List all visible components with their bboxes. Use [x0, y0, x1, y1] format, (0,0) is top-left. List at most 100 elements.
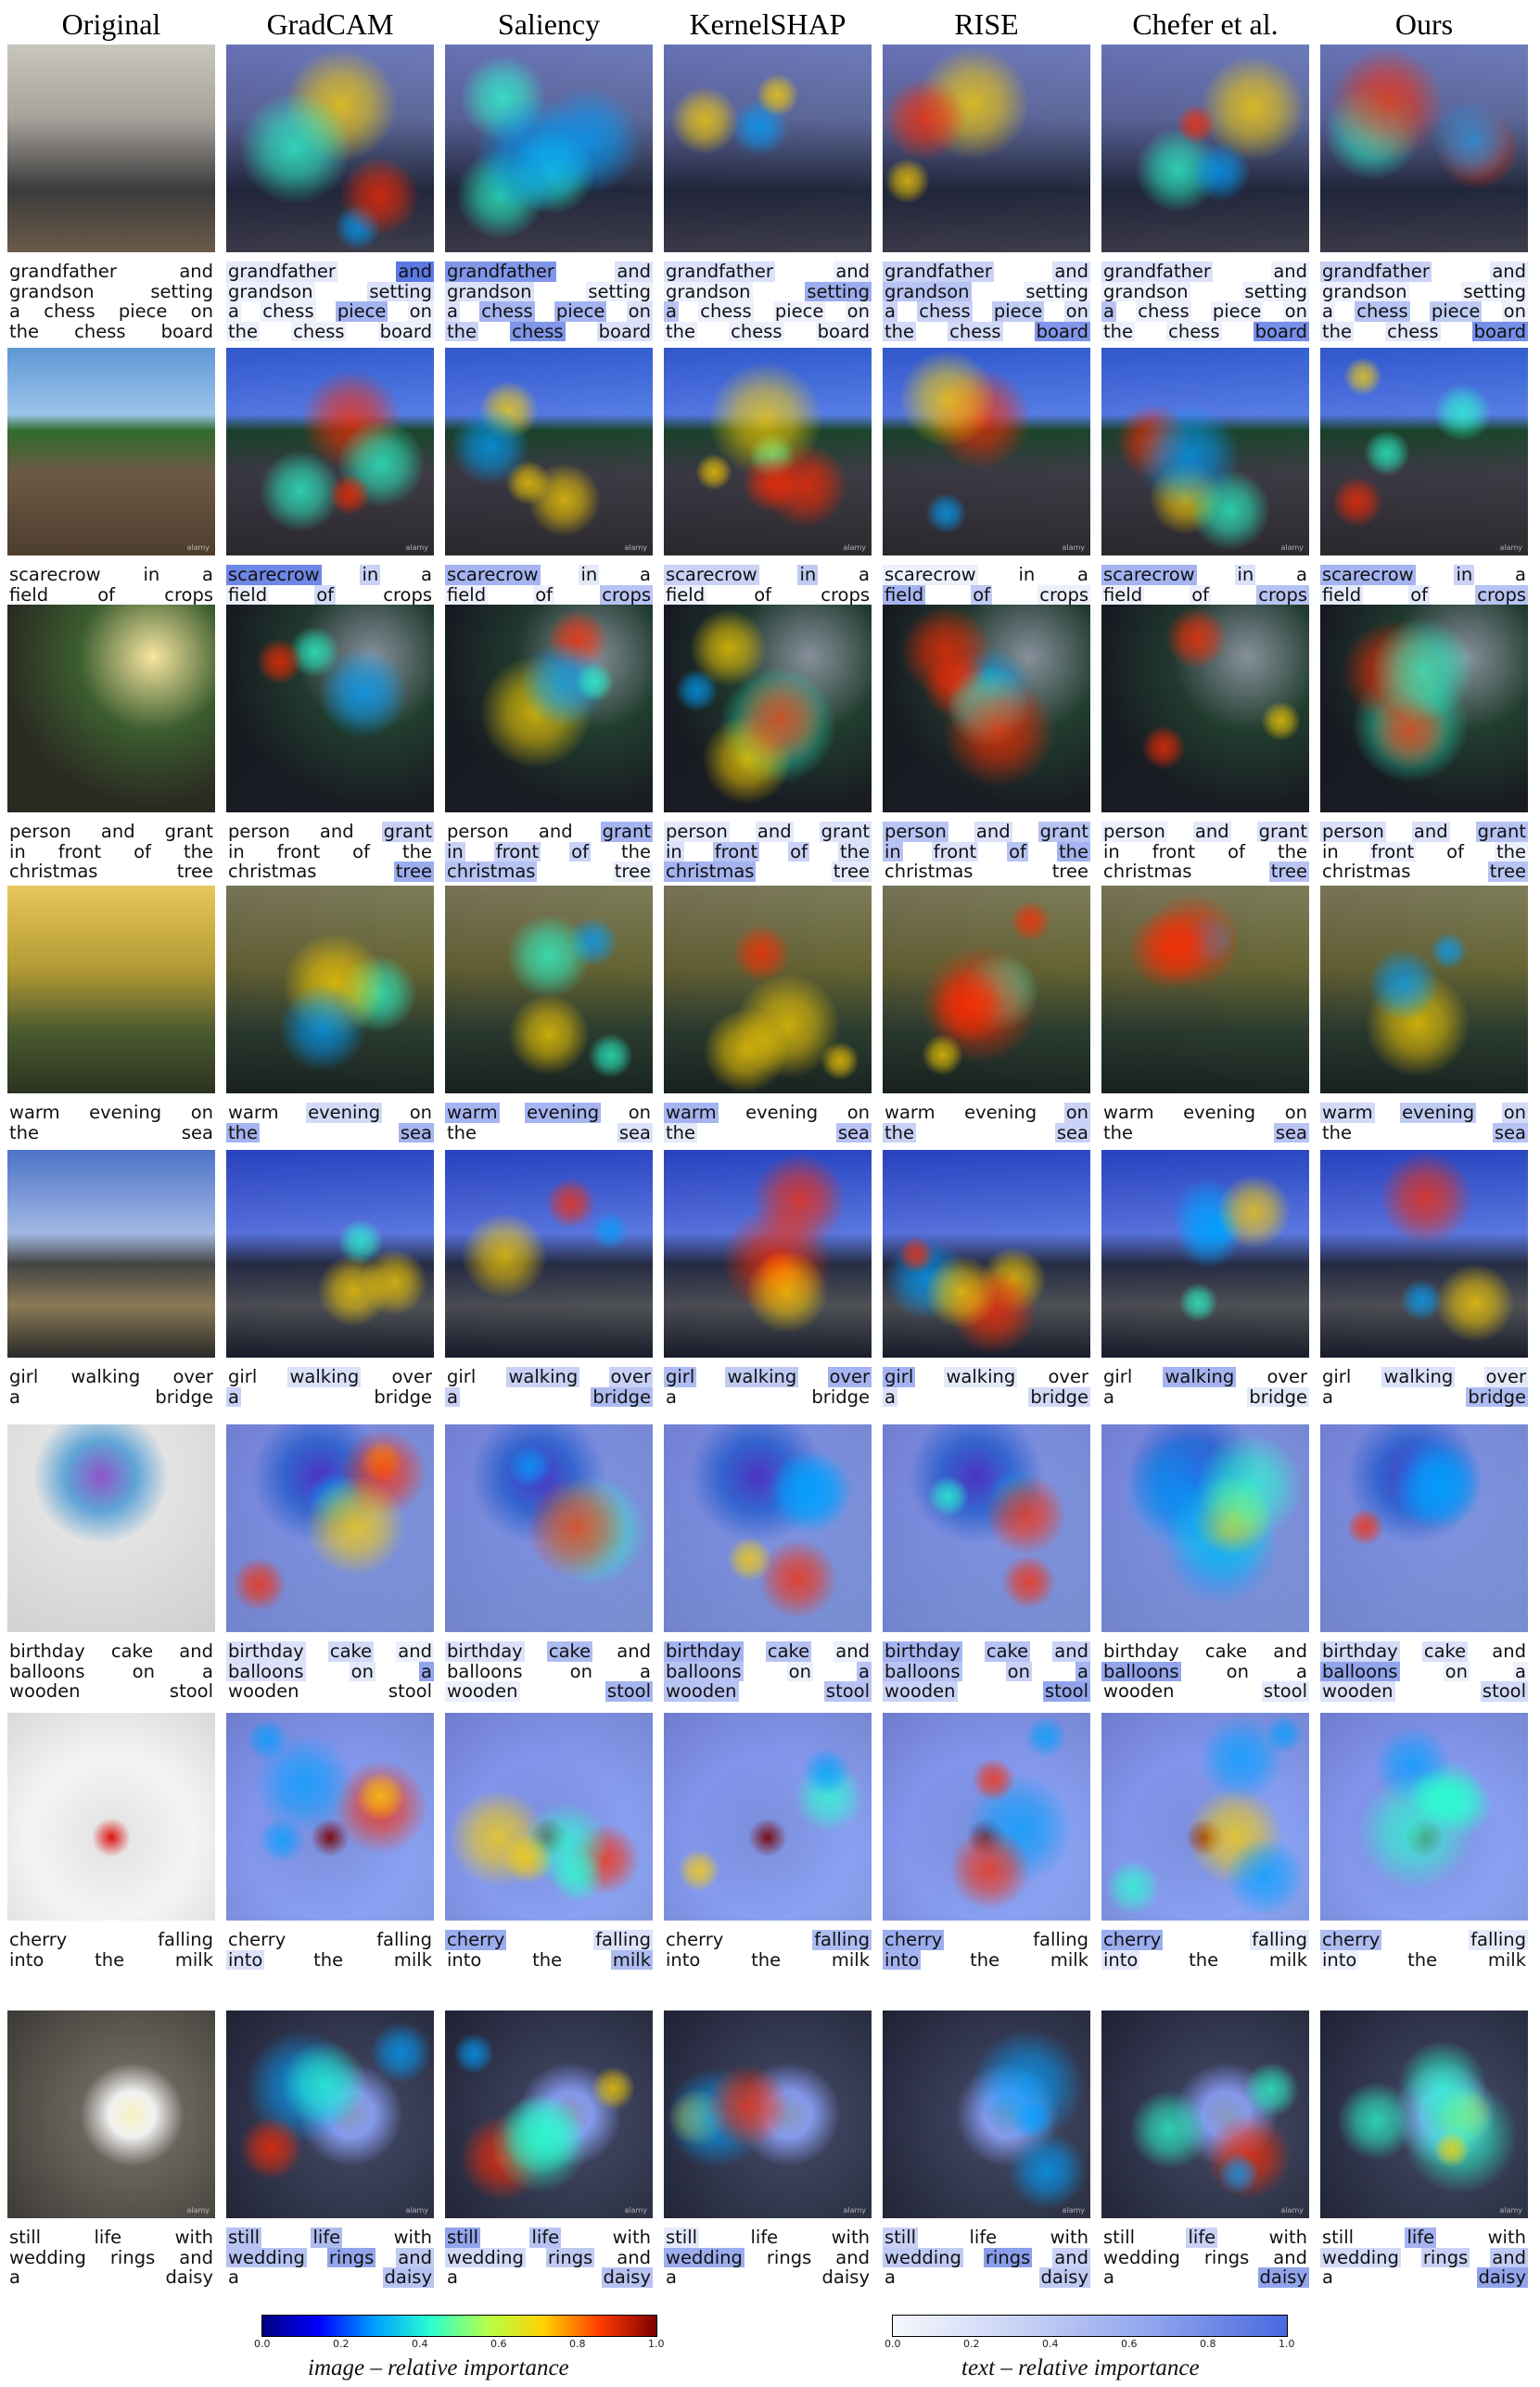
caption-word: rings: [326, 2246, 376, 2268]
heatmap-image: alamy: [1101, 2010, 1309, 2218]
caption-word: and: [1273, 1640, 1307, 1662]
caption-line: wedding rings and: [445, 2247, 653, 2267]
caption-word: rings: [1203, 2246, 1250, 2268]
caption-line: the chess board: [1320, 320, 1528, 342]
caption-word: of: [97, 583, 116, 606]
caption-word: bridge: [374, 1385, 432, 1408]
caption-word: sea: [1054, 1121, 1090, 1143]
caption-word: a: [445, 300, 460, 322]
caption-line: into the milk: [1101, 1948, 1309, 1971]
heatmap-hotspot: [591, 1210, 630, 1251]
watermark: alamy: [405, 543, 428, 552]
caption-line: the sea: [1320, 1121, 1528, 1143]
heatmap-hotspot: [1379, 1150, 1474, 1245]
caption-word: the: [1320, 320, 1355, 342]
caption-word: in: [228, 840, 245, 862]
caption-word: a: [1322, 2266, 1333, 2288]
caption-line: field of crops: [1101, 584, 1309, 605]
caption-word: a: [666, 2266, 677, 2288]
caption-word: over: [827, 1366, 872, 1387]
heatmap-image: [1320, 886, 1528, 1093]
caption: warm evening on the sea: [664, 1103, 872, 1142]
caption-word: stool: [1042, 1680, 1090, 1702]
caption-word: stool: [1261, 1680, 1309, 1702]
caption-word: life: [750, 2227, 779, 2248]
caption-line: the chess board: [1101, 320, 1309, 342]
heatmap-hotspot: [337, 1218, 385, 1266]
caption-word: scarecrow: [226, 564, 322, 585]
caption-word: person: [664, 821, 730, 842]
caption-line: still life with: [1320, 2227, 1528, 2248]
caption-word: with: [1050, 2227, 1088, 2248]
caption-line: balloons on a: [1320, 1661, 1528, 1681]
scene-balloons: [7, 1424, 215, 1632]
caption-word: into: [226, 1948, 265, 1971]
caption-line: wedding rings and: [1101, 2246, 1309, 2268]
caption-word: chess: [917, 300, 973, 322]
caption-word: into: [9, 1948, 45, 1971]
caption-word: the: [883, 1121, 917, 1143]
caption-line: wooden stool: [1101, 1681, 1309, 1702]
caption-word: evening: [964, 1102, 1037, 1123]
image-colorbar-gradient: [261, 2315, 657, 2337]
heatmap-hotspot: [755, 72, 800, 118]
heatmap-hotspot: [1190, 141, 1252, 202]
caption-word: the: [883, 320, 917, 342]
caption-line: christmas tree: [883, 862, 1090, 882]
caption-line: warm evening on: [1320, 1103, 1528, 1123]
caption-word: milk: [1268, 1948, 1307, 1971]
heatmap-image: [226, 45, 434, 252]
caption-word: girl: [9, 1366, 39, 1387]
caption-word: front: [493, 840, 541, 862]
caption-word: grandson: [445, 280, 534, 302]
caption-word: a: [226, 1385, 241, 1408]
caption-word: with: [612, 2227, 651, 2248]
caption-word: and: [755, 821, 794, 842]
caption-word: on: [349, 1660, 375, 1682]
caption-word: tree: [1487, 861, 1528, 882]
caption-word: person: [447, 821, 509, 842]
caption-word: the: [1056, 840, 1090, 862]
caption-line: a daisy: [1101, 2267, 1309, 2288]
caption-word: christmas: [885, 861, 974, 882]
caption-line: into the milk: [883, 1949, 1090, 1970]
caption: cherry falling into the milk: [664, 1930, 872, 1970]
caption-word: in: [883, 840, 903, 862]
caption-word: a: [419, 1660, 434, 1682]
caption-word: piece: [1429, 300, 1483, 322]
caption-word: warm: [885, 1102, 935, 1123]
caption-word: grant: [600, 821, 653, 842]
caption-word: cake: [546, 1640, 593, 1662]
caption-word: and: [1052, 2246, 1090, 2268]
heatmap-hotspot: [745, 1249, 830, 1334]
caption: girl walking over a bridge: [226, 1367, 434, 1407]
caption-word: on: [786, 1660, 813, 1682]
heatmap-hotspot: [690, 609, 768, 687]
heatmap-image: [883, 45, 1090, 252]
caption-word: birthday: [664, 1640, 744, 1662]
caption-line: girl walking over: [1101, 1367, 1309, 1387]
caption-word: chess: [1166, 320, 1222, 342]
caption-line: birthday cake and: [7, 1641, 215, 1662]
caption-word: the: [1494, 840, 1528, 862]
caption-line: grandson setting: [1101, 281, 1309, 301]
caption-word: piece: [554, 300, 607, 322]
heatmap-image: alamy: [883, 348, 1090, 555]
caption-word: person: [1320, 821, 1386, 842]
caption-word: cherry: [445, 1929, 507, 1950]
caption-word: a: [447, 2266, 458, 2288]
heatmap-hotspot: [1129, 2088, 1211, 2170]
heatmap-image: alamy: [1320, 348, 1528, 555]
caption-line: the sea: [226, 1122, 434, 1142]
caption-word: grant: [819, 821, 872, 842]
caption-word: sea: [1492, 1121, 1528, 1143]
caption-word: walking: [70, 1366, 141, 1387]
caption-word: setting: [150, 280, 213, 302]
caption-word: rings: [766, 2246, 812, 2268]
caption-word: into: [1101, 1948, 1140, 1971]
caption-word: a: [421, 564, 432, 585]
caption-word: still: [1103, 2227, 1136, 2248]
caption: birthday cake and balloons on a wooden stool: [445, 1641, 653, 1702]
caption-word: on: [1501, 300, 1528, 322]
caption-line: grandfather and: [883, 262, 1090, 282]
